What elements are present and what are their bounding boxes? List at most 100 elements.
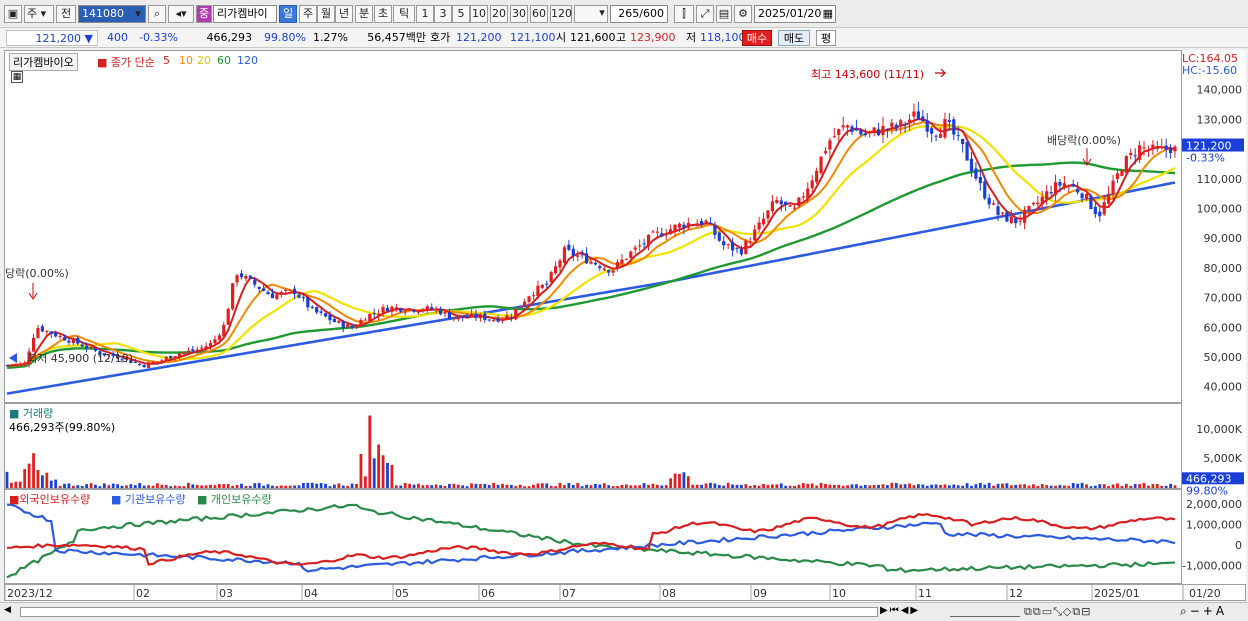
price-tick: 40,000 — [1204, 381, 1243, 394]
candle-body — [536, 285, 540, 297]
foreign-legend: ■외국인보유수량 — [9, 493, 91, 506]
interval-3-button[interactable]: 3 — [434, 5, 452, 23]
price-chart-panel[interactable]: 리가켐바이오 ■ 종가 단순 5 10 20 60 120 ▦ 최고 143,6… — [4, 50, 1182, 403]
candle-body — [346, 324, 350, 328]
ma20-line — [6, 125, 1176, 367]
candle-body — [961, 138, 965, 145]
period-select[interactable]: 주 ▾ — [24, 5, 54, 23]
volume-bar — [1001, 483, 1004, 488]
zoom-icons[interactable]: ⌕−+A — [1180, 604, 1228, 618]
speaker-icon[interactable]: ◂▾ — [168, 5, 194, 23]
window-icon[interactable]: ▣ — [4, 5, 22, 23]
volume-bar — [496, 484, 500, 488]
eval-button[interactable]: 평 — [816, 30, 836, 46]
interval-30-button[interactable]: 30 — [510, 5, 528, 23]
inst-legend-text: 기관보유수량 — [124, 493, 186, 506]
candle-body — [1049, 192, 1053, 194]
volume-bar — [27, 463, 31, 488]
count-field[interactable]: 265/600 — [610, 5, 668, 23]
volume-bar — [1173, 485, 1177, 488]
stock-code-input[interactable]: 141080 — [78, 5, 146, 23]
candle-body — [589, 261, 593, 264]
zoom-slider[interactable] — [950, 607, 1020, 617]
volume-bar — [1005, 483, 1009, 488]
volume-bar — [377, 444, 381, 488]
volume-bar — [930, 484, 934, 488]
volume-bar — [841, 485, 845, 488]
scroll-nav-icons[interactable]: ▶⏮◀▶ — [880, 605, 921, 616]
tool-icons[interactable]: ⧉⧉▭⤡◇⧉⊟ — [1024, 605, 1092, 618]
sell-button[interactable]: 매도 — [778, 30, 810, 46]
period-주-button[interactable]: 주 — [299, 5, 317, 23]
table-icon[interactable]: ▦ — [11, 71, 23, 83]
x-tick-label: 10 — [832, 587, 846, 600]
volume-bar — [908, 483, 911, 488]
period-월-button[interactable]: 월 — [317, 5, 335, 23]
candle-body — [1102, 202, 1106, 215]
volume-chart[interactable] — [5, 404, 1183, 490]
volume-bar — [1151, 484, 1155, 488]
scroll-track[interactable] — [20, 607, 878, 617]
volume-bar — [36, 469, 40, 488]
price-chart[interactable]: 최고 143,600 (11/11) 최저 45,900 (12/19) 당락(0.… — [5, 51, 1183, 404]
candle-body — [624, 258, 628, 260]
candle-body — [142, 364, 146, 368]
volume-bar — [10, 482, 13, 488]
candle-body — [412, 310, 416, 312]
quote-bar: 121,200 ▼ 400 -0.33% 466,293 99.80% 1.27… — [0, 28, 1248, 48]
foreign-legend-text: 외국인보유수량 — [19, 493, 91, 506]
volume-bar — [828, 484, 832, 488]
candle-body — [133, 361, 137, 363]
candle-body — [408, 308, 412, 310]
candle-body — [1160, 146, 1164, 148]
scroll-left-icon[interactable]: ◀ — [4, 605, 11, 615]
candle-body — [1080, 193, 1084, 199]
volume-bar — [1080, 482, 1084, 488]
current-price-tag-text: 121,200 — [1186, 140, 1232, 153]
period-년-button[interactable]: 년 — [335, 5, 353, 23]
holdings-chart[interactable] — [5, 490, 1183, 585]
prev-button[interactable]: 전 — [56, 5, 76, 23]
volume-bar — [319, 483, 323, 488]
candle-body — [1146, 149, 1151, 151]
inst-line — [6, 503, 1176, 573]
interval-20-button[interactable]: 20 — [490, 5, 508, 23]
period-분-button[interactable]: 분 — [355, 5, 373, 23]
candle-body — [558, 260, 562, 268]
volume-bar — [142, 485, 146, 488]
volume-bar — [894, 483, 898, 488]
interval-10-button[interactable]: 10 — [470, 5, 488, 23]
volume-bar — [125, 485, 128, 488]
gear-icon[interactable]: ⚙ — [734, 5, 752, 23]
search-icon[interactable]: ⌕ — [148, 5, 166, 23]
candle-body — [279, 291, 283, 295]
interval-1-button[interactable]: 1 — [416, 5, 434, 23]
candle-icon[interactable]: ⫿ — [674, 5, 694, 23]
chevron-down-icon[interactable]: ▾ — [135, 7, 141, 20]
holdings-panel[interactable]: ■외국인보유수량 ■ 기관보유수량 ■ 개인보유수량 — [4, 489, 1182, 584]
interval-60-button[interactable]: 60 — [530, 5, 548, 23]
interval-dropdown[interactable] — [574, 5, 608, 23]
period-초-button[interactable]: 초 — [374, 5, 392, 23]
volume-bar — [209, 484, 212, 488]
candle-body — [766, 210, 770, 219]
candle-body — [226, 308, 230, 325]
volume-bar — [465, 486, 469, 488]
volume-panel[interactable]: ■ 거래량 466,293주(99.80%) — [4, 403, 1182, 489]
volume-bar — [266, 484, 270, 488]
x-tick-label: 11 — [918, 587, 932, 600]
volume-bar — [540, 483, 544, 488]
buy-button[interactable]: 매수 — [742, 30, 772, 46]
chevron-down-icon[interactable]: ▾ — [599, 6, 605, 19]
volume-bar — [80, 486, 84, 488]
date-input[interactable]: 2025/01/20 ▦ — [754, 5, 836, 23]
period-일-button[interactable]: 일 — [279, 5, 297, 23]
save-icon[interactable]: ▤ — [716, 5, 732, 23]
calendar-icon[interactable]: ▦ — [822, 7, 833, 20]
draw-tool-icon[interactable]: ⤢ — [696, 5, 714, 23]
candle-body — [1076, 188, 1080, 193]
interval-5-button[interactable]: 5 — [452, 5, 470, 23]
interval-120-button[interactable]: 120 — [550, 5, 572, 23]
period-틱-button[interactable]: 틱 — [393, 5, 415, 23]
ex-div-arrow-icon — [28, 283, 38, 300]
